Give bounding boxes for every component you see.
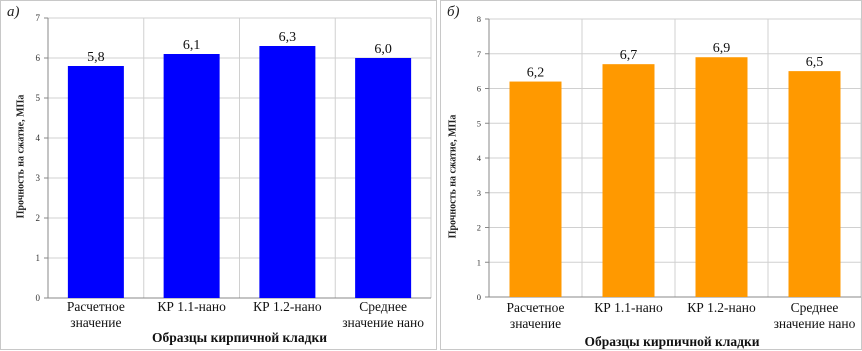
x-axis-label: Образцы кирпичной кладки xyxy=(151,330,328,345)
chart-panel-b: б) Прочность на сжатие, МПа 0 1 2 3 4 5 6 7 8 6,2… xyxy=(440,0,862,350)
panel-label: б) xyxy=(447,4,460,20)
data-label: 6,7 xyxy=(620,48,638,63)
data-label: 6,5 xyxy=(806,55,824,70)
category-label: значение нано xyxy=(342,315,424,330)
y-tick-label: 2 xyxy=(477,223,481,233)
data-label: 6,2 xyxy=(527,66,545,81)
y-tick-label: 1 xyxy=(36,253,41,263)
category-label: значение нано xyxy=(774,316,856,331)
category-label: Расчетное xyxy=(506,300,564,315)
category-label: значение xyxy=(70,315,121,330)
bar xyxy=(67,66,124,298)
y-tick-label: 7 xyxy=(36,13,41,23)
data-label: 6,9 xyxy=(713,41,731,56)
y-tick-label: 8 xyxy=(477,14,481,24)
y-tick-label: 4 xyxy=(36,133,41,143)
category-label: КР 1.2-нано xyxy=(687,300,756,315)
panel-label: а) xyxy=(7,4,20,20)
bar xyxy=(355,58,412,298)
y-tick-label: 2 xyxy=(36,213,41,223)
category-label: КР 1.2-нано xyxy=(253,299,322,314)
bar xyxy=(788,71,841,297)
data-label: 6,1 xyxy=(183,38,201,53)
bar xyxy=(602,64,655,297)
y-tick-label: 3 xyxy=(36,173,41,183)
category-label: Среднее xyxy=(359,299,407,314)
category-label: КР 1.1-нано xyxy=(594,300,663,315)
bar xyxy=(163,54,220,298)
data-label: 6,3 xyxy=(279,30,297,45)
y-tick-label: 3 xyxy=(477,188,481,198)
bar xyxy=(509,81,562,297)
data-label: 6,0 xyxy=(374,42,392,57)
category-label: Расчетное xyxy=(67,299,125,314)
y-tick-label: 0 xyxy=(36,293,41,303)
y-tick-label: 5 xyxy=(477,118,481,128)
category-label: Среднее xyxy=(791,300,839,315)
category-label: значение xyxy=(510,316,561,331)
y-tick-label: 4 xyxy=(477,153,482,163)
y-tick-label: 0 xyxy=(477,292,481,302)
y-tick-label: 6 xyxy=(36,53,41,63)
y-tick-label: 7 xyxy=(477,49,481,59)
y-tick-label: 1 xyxy=(477,257,481,267)
chart-panel-a: а) Прочность на сжатие, МПа 0 1 2 3 4 5 6 7 5,8 Р… xyxy=(0,0,437,350)
bar xyxy=(695,57,748,297)
category-label: КР 1.1-нано xyxy=(157,299,226,314)
x-axis-label: Образцы кирпичной кладки xyxy=(584,334,760,349)
bar xyxy=(259,46,316,298)
data-label: 5,8 xyxy=(87,50,105,65)
y-tick-label: 5 xyxy=(36,93,41,103)
y-tick-label: 6 xyxy=(477,84,481,94)
